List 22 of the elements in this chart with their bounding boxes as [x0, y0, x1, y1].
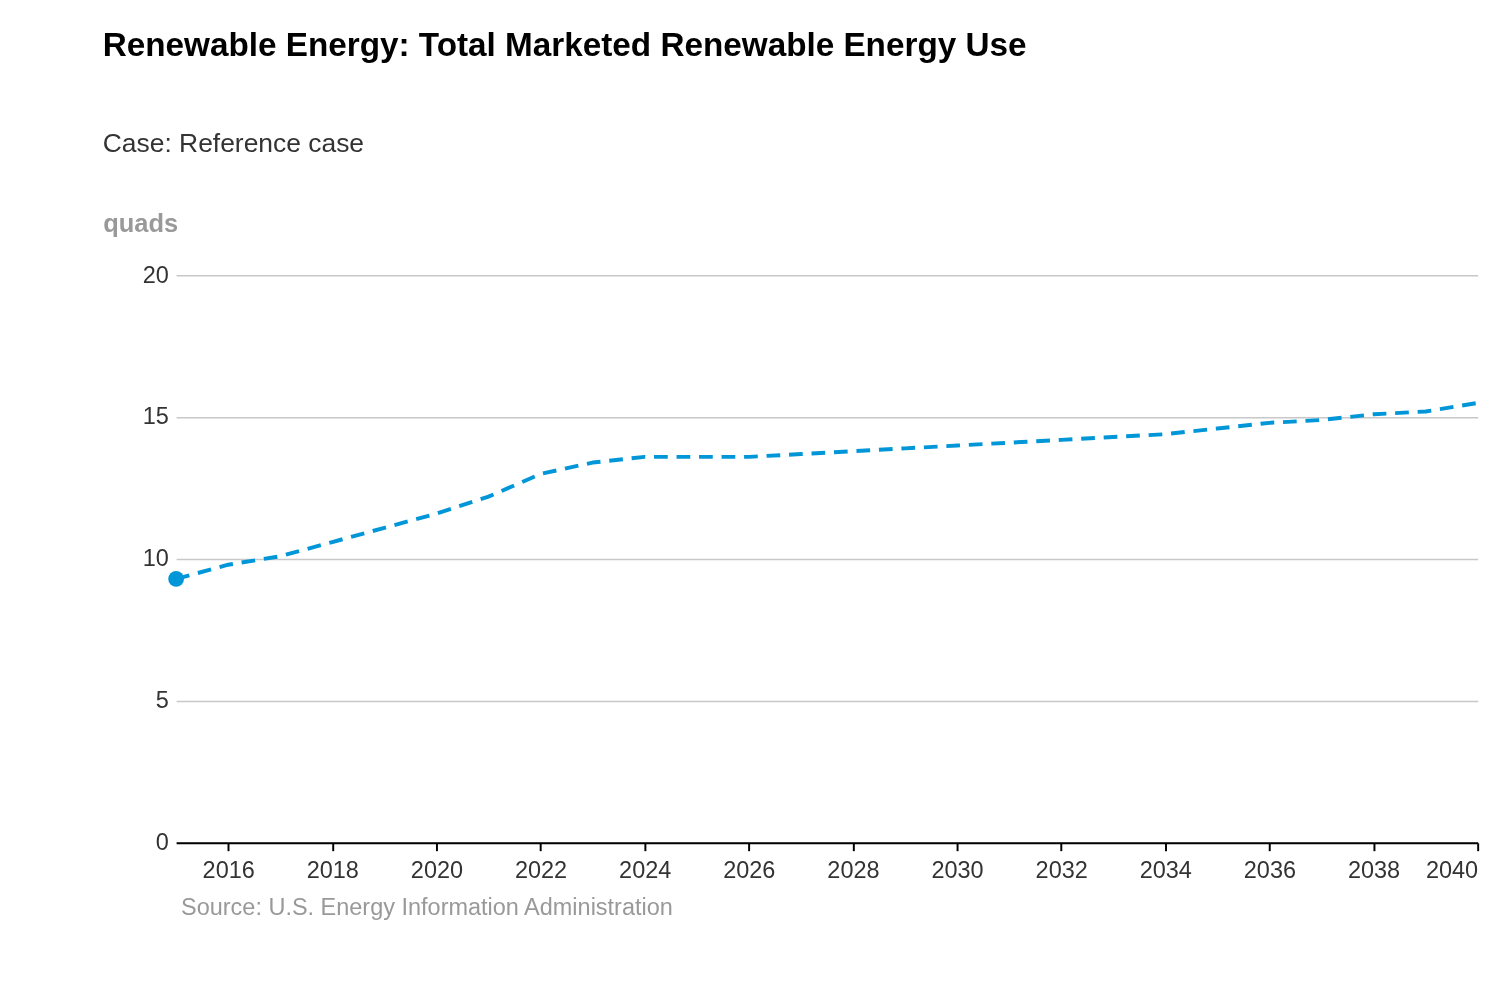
y-tick-label: 15: [142, 403, 169, 430]
chart-title: Renewable Energy: Total Marketed Renewable Energy Use: [102, 26, 1027, 64]
x-tick-label: 2016: [202, 856, 255, 883]
x-tick-label: 2022: [514, 856, 568, 883]
x-tick-label: 2028: [827, 856, 880, 883]
chart-subtitle: Case: Reference case: [102, 127, 365, 158]
x-tick-label: 2018: [306, 856, 359, 883]
x-tick-label: 2032: [1035, 856, 1088, 883]
y-tick-label: 5: [155, 687, 169, 714]
x-tick-label: 2020: [410, 856, 464, 883]
y-tick-label: 10: [142, 545, 169, 572]
x-tick-label: 2030: [931, 856, 984, 883]
x-tick-label: 2036: [1243, 856, 1297, 883]
x-tick-label: 2038: [1347, 856, 1401, 883]
x-tick-label: 2034: [1139, 856, 1192, 883]
y-axis-title: quads: [103, 208, 179, 237]
source-note: Source: U.S. Energy Information Administration: [181, 894, 673, 921]
y-tick-label: 0: [155, 829, 169, 856]
x-tick-label: 2040: [1425, 856, 1479, 883]
y-tick-label: 20: [142, 261, 169, 288]
x-tick-label: 2024: [619, 856, 672, 883]
x-tick-label: 2026: [723, 856, 776, 883]
